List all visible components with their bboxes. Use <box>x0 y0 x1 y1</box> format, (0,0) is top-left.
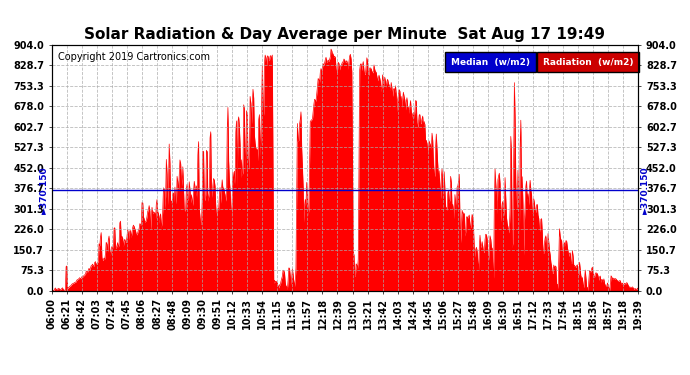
Title: Solar Radiation & Day Average per Minute  Sat Aug 17 19:49: Solar Radiation & Day Average per Minute… <box>84 27 606 42</box>
FancyBboxPatch shape <box>445 53 535 72</box>
Text: ►370.150: ►370.150 <box>40 166 49 214</box>
Text: ►370.150: ►370.150 <box>641 166 650 214</box>
Text: Radiation  (w/m2): Radiation (w/m2) <box>543 58 633 67</box>
Text: Copyright 2019 Cartronics.com: Copyright 2019 Cartronics.com <box>58 53 210 62</box>
FancyBboxPatch shape <box>537 53 640 72</box>
Text: Median  (w/m2): Median (w/m2) <box>451 58 530 67</box>
